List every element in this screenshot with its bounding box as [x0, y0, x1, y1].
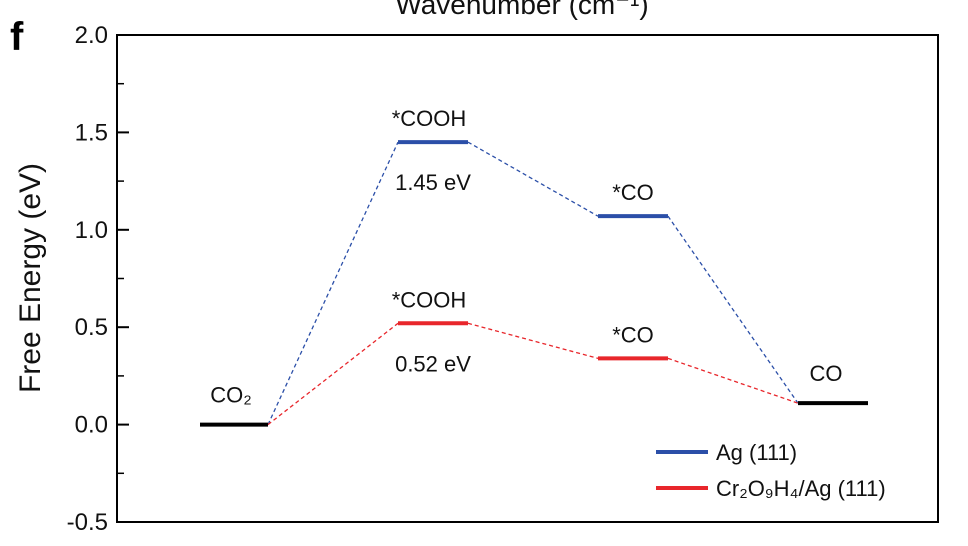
connector-line	[267, 322, 399, 426]
panel-letter: f	[10, 15, 24, 59]
y-axis-title: Free Energy (eV)	[14, 163, 47, 393]
connector-lines	[267, 141, 799, 426]
level-label: CO₂	[210, 383, 252, 408]
y-tick-label: 1.5	[75, 119, 108, 146]
level-label: *CO	[612, 322, 654, 347]
y-axis-ticks: -0.5 0.0 0.5 1.0 1.5 2.0	[67, 22, 129, 536]
level-label: *CO	[612, 180, 654, 205]
connector-line	[667, 357, 799, 404]
connector-line	[267, 141, 399, 425]
y-tick-label: 2.0	[75, 22, 108, 49]
level-label: *COOH	[392, 287, 467, 312]
legend-label: Cr₂O₉H₄/Ag (111)	[716, 476, 886, 501]
y-tick-label: -0.5	[67, 509, 108, 536]
level-labels: *COOH *CO 1.45 eV *COOH *CO 0.52 eV CO₂ CO	[210, 106, 842, 407]
barrier-label: 0.52 eV	[395, 351, 471, 376]
connector-line	[667, 215, 799, 404]
level-label: CO	[810, 361, 843, 386]
plot-frame	[116, 34, 939, 523]
top-axis-title: Wavenumber (cm⁻¹)	[395, 0, 648, 20]
connector-line	[467, 322, 599, 359]
y-tick-label: 0.0	[75, 412, 108, 439]
y-tick-label: 1.0	[75, 217, 108, 244]
legend: Ag (111) Cr₂O₉H₄/Ag (111)	[656, 440, 886, 501]
legend-label: Ag (111)	[716, 440, 797, 465]
level-label: *COOH	[392, 106, 467, 131]
connector-line	[467, 141, 599, 217]
energy-levels	[200, 140, 868, 427]
barrier-label: 1.45 eV	[395, 170, 471, 195]
y-tick-label: 0.5	[75, 314, 108, 341]
